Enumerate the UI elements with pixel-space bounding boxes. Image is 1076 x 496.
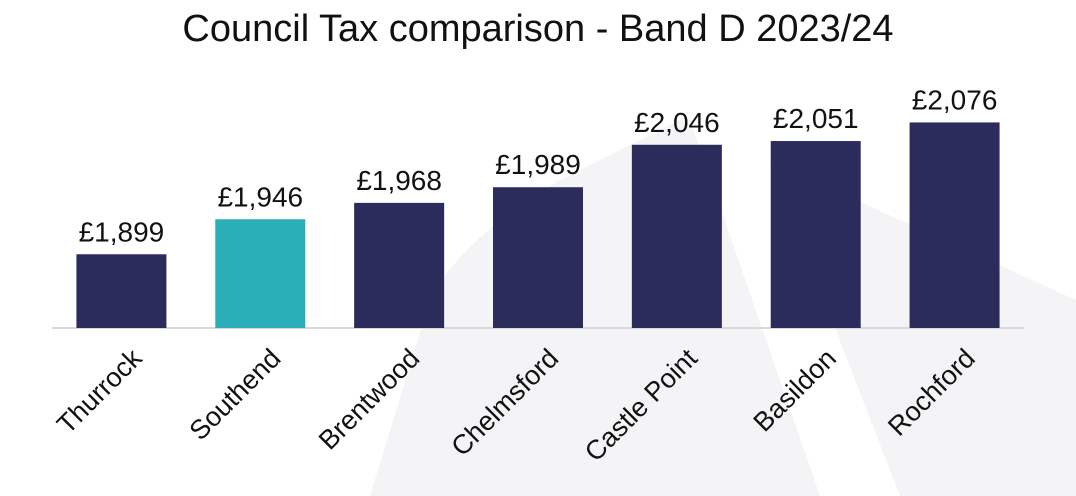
category-label: Rochford <box>882 343 981 442</box>
data-label: £1,899 <box>79 216 165 247</box>
data-label: £1,946 <box>217 181 303 212</box>
bar-brentwood <box>354 202 445 328</box>
category-label: Basildon <box>748 343 842 437</box>
bar-rochford <box>909 122 1000 329</box>
bar-castle-point <box>631 144 722 328</box>
category-label: Thurrock <box>51 343 148 440</box>
bar-thurrock <box>76 254 167 328</box>
bar-basildon <box>770 141 861 328</box>
data-label: £1,989 <box>495 149 581 180</box>
bar-chelmsford <box>493 187 583 328</box>
category-label: Brentwood <box>313 343 425 455</box>
category-label: Castle Point <box>579 343 704 468</box>
bar-southend <box>215 219 306 328</box>
data-label: £2,046 <box>634 107 720 138</box>
data-label: £1,968 <box>356 165 442 196</box>
data-label: £2,076 <box>912 84 998 115</box>
category-label: Southend <box>184 343 287 446</box>
chart-title: Council Tax comparison - Band D 2023/24 <box>182 8 894 50</box>
category-label: Chelmsford <box>445 343 564 462</box>
data-label: £2,051 <box>773 103 859 134</box>
